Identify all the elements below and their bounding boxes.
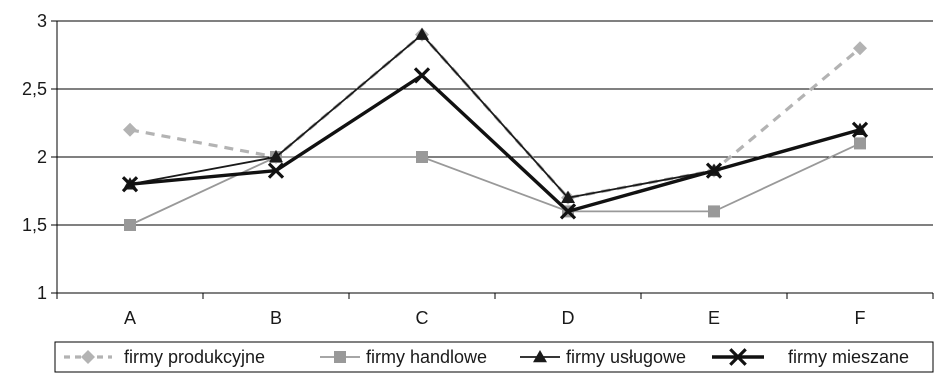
marker-x-stroke (729, 348, 747, 366)
y-tick-label: 2,5 (22, 79, 47, 99)
series-2 (124, 137, 866, 231)
marker-x (729, 348, 747, 366)
y-tick-label: 2 (37, 147, 47, 167)
marker-x-stroke (413, 67, 431, 84)
marker-square (708, 205, 720, 218)
marker-x (851, 121, 869, 138)
axes: 1 1,5 2 2,5 3 A B C D E F (22, 11, 934, 328)
legend-label: firmy mieszane (788, 347, 909, 367)
series-4 (121, 67, 869, 220)
marker-diamond (853, 41, 867, 56)
marker-square (416, 151, 428, 163)
marker-x-stroke (851, 121, 869, 138)
marker-x (559, 203, 577, 220)
x-tick-label: F (855, 308, 866, 328)
series-lines (121, 27, 869, 231)
marker-square (334, 351, 346, 363)
marker-triangle (561, 190, 575, 204)
legend-item: firmy handlowe (320, 347, 487, 367)
y-tick-label: 1,5 (22, 215, 47, 235)
legend-label: firmy produkcyjne (124, 347, 265, 367)
marker-x-stroke (267, 162, 285, 179)
marker-x-stroke (705, 162, 723, 179)
x-tick-label: C (416, 308, 429, 328)
legend: firmy produkcyjne firmy handlowe firmy usł… (54, 341, 934, 373)
marker-square (854, 137, 866, 150)
y-tick-label: 3 (37, 11, 47, 31)
legend-item: firmy usługowe (520, 347, 686, 367)
marker-diamond (81, 350, 95, 364)
legend-box (54, 341, 934, 373)
legend-item: firmy produkcyjne (64, 347, 265, 367)
series-line (129, 73, 861, 214)
marker-x (705, 162, 723, 179)
gridlines (57, 20, 933, 226)
legend-label: firmy handlowe (366, 347, 487, 367)
marker-x-stroke (121, 176, 139, 193)
x-tick-label: E (708, 308, 720, 328)
marker-x (267, 162, 285, 179)
series-line (129, 142, 861, 226)
marker-square (124, 219, 136, 231)
y-tick-label: 1 (37, 283, 47, 303)
x-tick-label: B (270, 308, 282, 328)
marker-diamond (123, 122, 137, 137)
legend-label: firmy usługowe (566, 347, 686, 367)
marker-triangle (533, 350, 547, 363)
marker-x (121, 176, 139, 193)
legend-item: firmy mieszane (712, 347, 909, 367)
x-tick-label: D (562, 308, 575, 328)
marker-triangle (269, 150, 283, 163)
x-tick-label: A (124, 308, 136, 328)
marker-x (413, 67, 431, 84)
marker-triangle (415, 27, 429, 40)
marker-x-stroke (559, 203, 577, 220)
